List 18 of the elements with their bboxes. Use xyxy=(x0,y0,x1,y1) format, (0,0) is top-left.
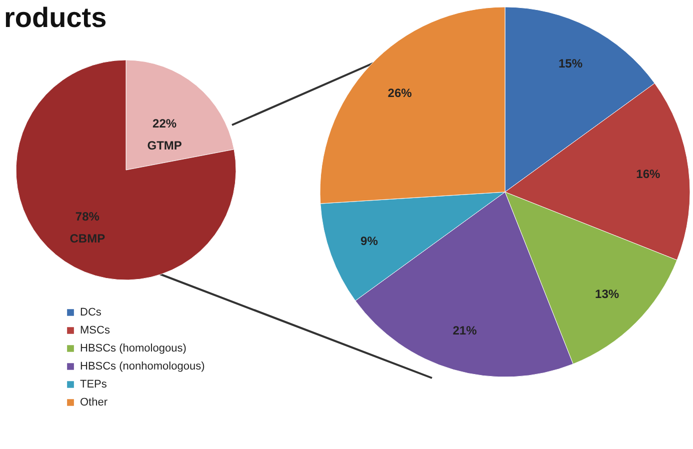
data-label: 26% xyxy=(388,86,412,100)
data-label: 13% xyxy=(595,287,620,302)
slice-label: GTMP xyxy=(147,138,182,152)
legend-label: HBSCs (nonhomologous) xyxy=(80,360,205,372)
legend-label: DCs xyxy=(80,306,102,318)
legend-label: MSCs xyxy=(80,324,110,336)
data-label: 21% xyxy=(452,324,478,338)
data-label: 16% xyxy=(636,166,660,181)
data-label: 78% xyxy=(75,210,100,224)
data-label: 9% xyxy=(360,234,378,248)
legend-label: TEPs xyxy=(80,378,108,390)
slice-label: CBMP xyxy=(70,232,106,246)
chart-title: roducts xyxy=(4,2,107,34)
legend-label: Other xyxy=(80,396,108,408)
pie-slice xyxy=(16,60,236,280)
data-label: 22% xyxy=(152,116,177,130)
data-label: 15% xyxy=(558,56,583,70)
legend-label: HBSCs (homologous) xyxy=(80,342,186,354)
